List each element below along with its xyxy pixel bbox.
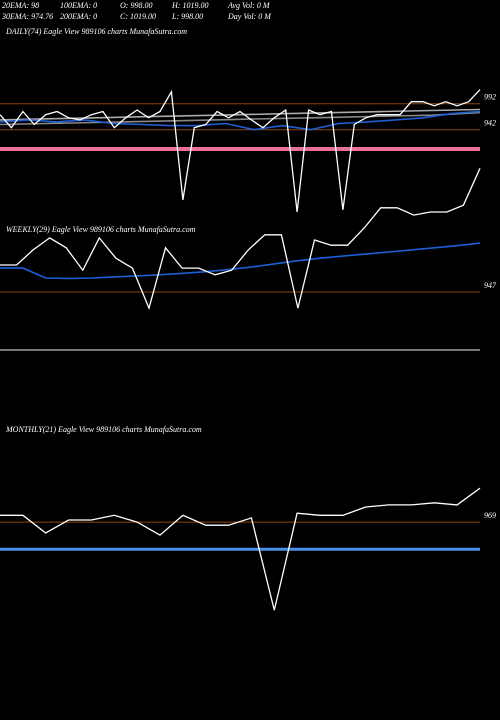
price-line [0, 108, 481, 121]
header-stat: 30EMA: 974.76 [1, 12, 53, 21]
reference-label: 992 [484, 93, 496, 102]
panel-title: DAILY(74) Eagle View 989106 charts Munaf… [5, 27, 187, 36]
header-stat: Avg Vol: 0 M [227, 1, 271, 10]
price-line [0, 111, 481, 126]
price-line [0, 89, 481, 212]
price-line [0, 487, 481, 611]
price-line [0, 242, 481, 280]
header-stat: 200EMA: 0 [60, 12, 97, 21]
header-stat: L: 998.00 [171, 12, 203, 21]
panel-title: WEEKLY(29) Eagle View 989106 charts Muna… [6, 225, 196, 234]
panel-title: MONTHLY(21) Eagle View 989106 charts Mun… [5, 425, 202, 434]
reference-label: 942 [484, 119, 496, 128]
price-line [0, 168, 481, 311]
header-stat: 20EMA: 98 [2, 1, 39, 10]
pink-band [0, 147, 480, 151]
header-stat: Day Vol: 0 M [227, 12, 272, 21]
header-stat: O: 998.00 [120, 1, 152, 10]
header-stat: 100EMA: 0 [60, 1, 97, 10]
header-stat: H: 1019.00 [171, 1, 208, 10]
reference-label: 947 [484, 281, 497, 290]
header-stat: C: 1019.00 [120, 12, 156, 21]
reference-label: 969 [484, 511, 496, 520]
